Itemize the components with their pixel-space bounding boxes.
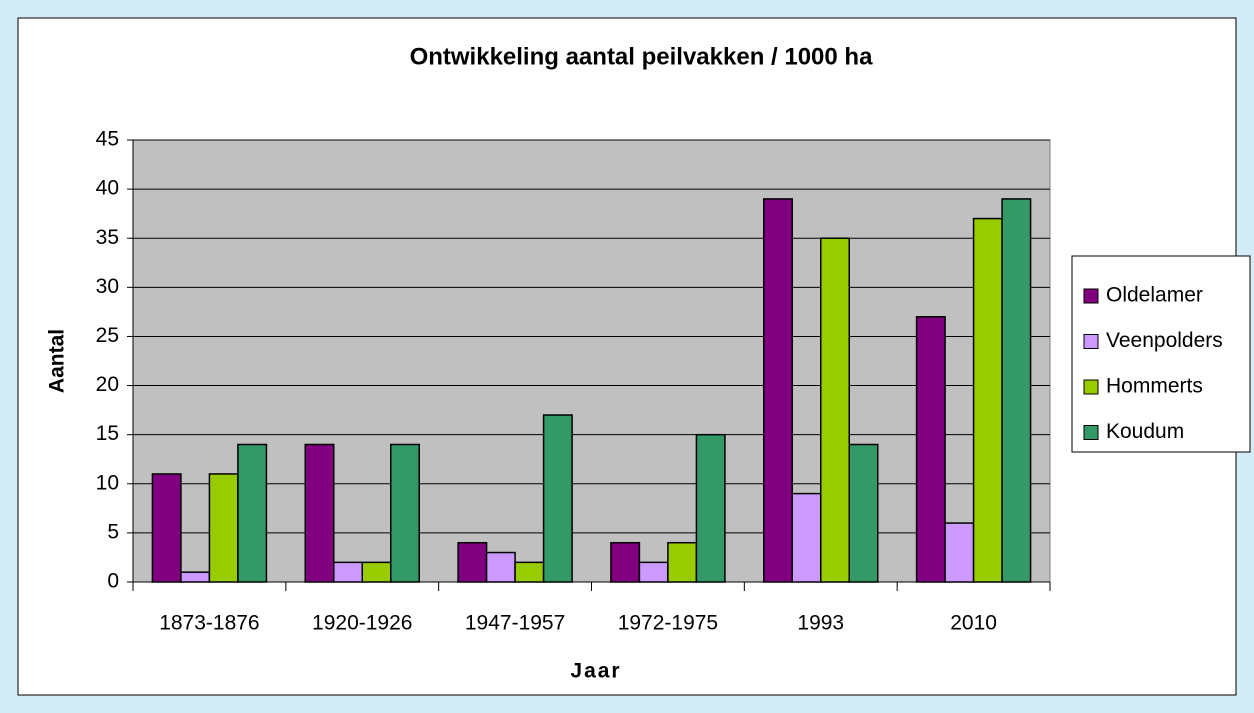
bar [972, 217, 1003, 583]
y-tick-label: 20 [96, 373, 119, 396]
legend-swatch [1083, 334, 1099, 349]
bar [638, 561, 669, 583]
legend-label: Veenpolders [1106, 329, 1223, 352]
y-tick-label: 45 [96, 128, 119, 151]
x-tick-label: 1873-1876 [159, 612, 259, 635]
bar [304, 443, 335, 583]
legend-swatch [1083, 288, 1099, 304]
x-tick-label: 2010 [950, 612, 997, 635]
bar [208, 473, 239, 583]
x-tick-label: 1920-1926 [312, 612, 412, 635]
y-tick-label: 40 [96, 177, 119, 200]
bar [848, 443, 879, 583]
y-tick-label: 25 [96, 324, 119, 347]
y-tick-label: 35 [96, 226, 119, 249]
bar [485, 551, 516, 583]
bar [457, 541, 488, 583]
bar [1001, 198, 1032, 583]
y-tick-label: 30 [96, 275, 119, 298]
bar [333, 561, 363, 583]
bar [514, 561, 545, 583]
bar [542, 414, 573, 583]
plot-area [132, 139, 1051, 583]
bar [944, 522, 975, 583]
bar [237, 443, 268, 583]
x-axis-label: Jaar [570, 660, 621, 683]
bar [791, 492, 822, 583]
bar [763, 198, 793, 583]
legend-label: Hommerts [1106, 375, 1203, 398]
legend-label: Oldelamer [1106, 284, 1203, 307]
y-tick-label: 10 [96, 471, 119, 494]
legend [1071, 255, 1251, 453]
legend-label: Koudum [1106, 420, 1184, 443]
bar [695, 433, 726, 583]
y-axis-label: Aantal [46, 329, 69, 393]
x-tick-label: 1972-1975 [618, 612, 718, 635]
bar [180, 571, 211, 583]
bar [151, 473, 182, 583]
y-tick-label: 15 [96, 422, 119, 445]
y-tick-label: 5 [107, 520, 119, 543]
y-tick-label: 0 [107, 570, 119, 593]
legend-swatch [1083, 425, 1099, 440]
legend-swatch [1083, 379, 1099, 395]
chart-title: Ontwikkeling aantal peilvakken / 1000 ha [410, 43, 874, 70]
bar [610, 541, 641, 583]
bar [915, 316, 946, 583]
bar [820, 237, 850, 583]
bar [390, 443, 420, 583]
x-tick-label: 1993 [797, 612, 844, 635]
bar [667, 541, 698, 583]
bar [361, 561, 392, 583]
x-tick-label: 1947-1957 [465, 612, 565, 635]
